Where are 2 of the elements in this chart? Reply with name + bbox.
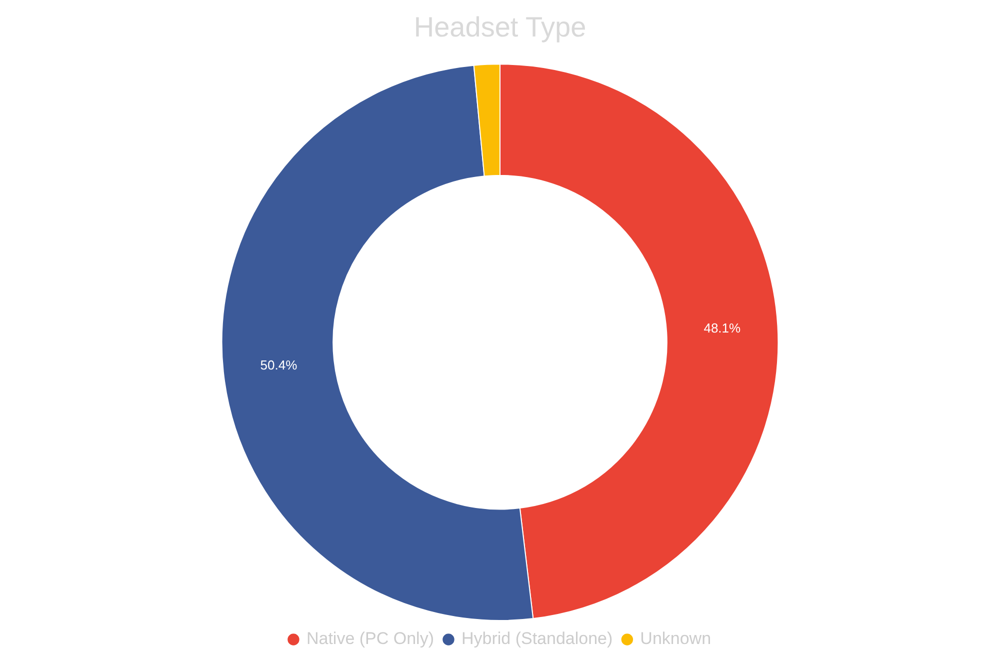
data-label: 50.4%	[260, 358, 298, 373]
data-label: 48.1%	[704, 320, 742, 336]
